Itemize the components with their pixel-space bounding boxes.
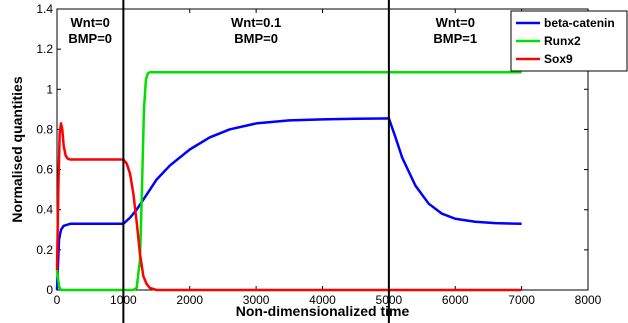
y-tick-label: 0.6 <box>36 163 53 177</box>
legend-label: Sox9 <box>544 52 573 66</box>
series-line-sox9 <box>55 122 522 292</box>
x-tick-label: 2000 <box>176 293 203 307</box>
regime-annotation: Wnt=0.1 <box>231 15 281 30</box>
x-tick-label: 6000 <box>442 293 469 307</box>
legend-label: Runx2 <box>544 34 581 48</box>
regime-annotation: Wnt=0 <box>436 15 475 30</box>
x-tick-label: 8000 <box>575 293 602 307</box>
y-tick-label: 0.2 <box>36 243 53 257</box>
x-tick-label: 7000 <box>508 293 535 307</box>
series-line-runx2 <box>55 70 522 292</box>
y-axis-label: Normalised quantities <box>9 76 25 222</box>
regime-annotation: BMP=1 <box>433 31 477 46</box>
regime-annotation: Wnt=0 <box>71 15 110 30</box>
series-line-beta-catenin <box>55 117 522 291</box>
regime-annotation: BMP=0 <box>68 31 112 46</box>
x-tick-label: 3000 <box>243 293 270 307</box>
y-tick-label: 1.2 <box>36 42 53 56</box>
regime-annotation: BMP=0 <box>234 31 278 46</box>
x-axis-label: Non-dimensionalized time <box>236 303 410 319</box>
x-tick-label: 0 <box>54 293 61 307</box>
y-tick-label: 0.8 <box>36 122 53 136</box>
legend-label: beta-catenin <box>544 16 615 30</box>
y-tick-label: 0 <box>46 283 53 297</box>
y-tick-label: 1 <box>46 82 53 96</box>
y-tick-label: 1.4 <box>36 2 53 16</box>
x-tick-label: 4000 <box>309 293 336 307</box>
y-tick-label: 0.4 <box>36 203 53 217</box>
plot-area: 01000200030004000500060007000800000.20.4… <box>36 0 628 323</box>
